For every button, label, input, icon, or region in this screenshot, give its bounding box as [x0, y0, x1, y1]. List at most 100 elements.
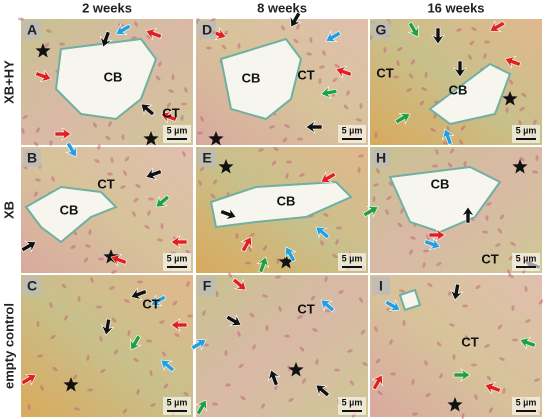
- arrow-marker: [320, 85, 338, 100]
- cell: [521, 92, 527, 98]
- cell: [510, 242, 516, 246]
- cell: [297, 315, 303, 319]
- cell: [271, 160, 277, 166]
- panel-letter: B: [27, 150, 37, 166]
- cell: [383, 47, 387, 53]
- cavity: [24, 185, 118, 244]
- cell: [124, 299, 130, 303]
- scale-label: 5 µm: [516, 125, 537, 135]
- cell: [174, 333, 180, 337]
- cell: [483, 53, 487, 59]
- cell: [199, 166, 205, 172]
- panel-letter: C: [27, 278, 37, 294]
- cell: [336, 226, 342, 230]
- arrow-marker: [325, 30, 342, 43]
- cell: [265, 325, 269, 331]
- cell: [147, 210, 151, 216]
- cell: [161, 351, 167, 357]
- cell: [22, 114, 28, 120]
- arrow-marker: [519, 336, 537, 350]
- arrow-marker: [145, 27, 163, 41]
- cell: [499, 214, 505, 220]
- arrow-marker: [489, 20, 506, 33]
- panel: A CB CT 5 µm: [18, 17, 193, 147]
- cell: [410, 59, 416, 65]
- arrow-marker: [453, 60, 467, 78]
- cell: [484, 344, 490, 348]
- cell: [356, 118, 362, 122]
- region-label: CB: [449, 82, 468, 97]
- cell: [124, 156, 130, 162]
- cell: [223, 30, 229, 36]
- scale-label: 5 µm: [516, 397, 537, 407]
- cell: [18, 17, 24, 21]
- micrograph: [196, 275, 368, 417]
- cell: [110, 157, 114, 163]
- cell: [237, 43, 241, 49]
- cell: [74, 407, 80, 411]
- arrow-marker: [504, 55, 522, 69]
- region-label: CB: [242, 70, 261, 85]
- cell: [35, 178, 41, 182]
- cell: [107, 172, 113, 176]
- cell: [97, 144, 101, 150]
- cell: [160, 223, 164, 229]
- letter-box: [198, 21, 216, 39]
- cell: [388, 181, 394, 187]
- region-label: CB: [431, 176, 450, 191]
- cell: [432, 164, 438, 168]
- star-marker: [143, 131, 159, 146]
- cell: [306, 52, 312, 56]
- cell: [372, 196, 376, 202]
- cell: [482, 230, 488, 234]
- arrow-marker: [394, 112, 411, 125]
- letter-box: [372, 149, 390, 167]
- cell: [386, 307, 392, 313]
- cell: [373, 183, 379, 187]
- cell: [375, 358, 381, 364]
- cell: [127, 330, 131, 336]
- cell: [136, 389, 140, 395]
- cell: [51, 176, 55, 182]
- cell: [135, 184, 141, 188]
- arrow-marker: [284, 246, 297, 263]
- cell: [458, 139, 464, 145]
- cell: [386, 195, 392, 201]
- panel: H CB CT 5 µm: [362, 147, 542, 275]
- panel-letter: E: [202, 150, 211, 166]
- cell: [424, 360, 428, 366]
- cell: [436, 341, 442, 347]
- cell: [332, 77, 338, 83]
- cell: [424, 72, 428, 78]
- cell: [224, 350, 228, 356]
- cell: [172, 300, 178, 306]
- micrograph: [21, 275, 193, 417]
- cell: [497, 228, 503, 234]
- cavity: [209, 180, 353, 229]
- cell: [83, 257, 89, 263]
- panel-letter: H: [376, 150, 386, 166]
- cell: [96, 305, 102, 309]
- cell: [148, 197, 154, 201]
- cell: [252, 344, 256, 350]
- cell: [460, 125, 466, 131]
- letter-box: [198, 149, 216, 167]
- cell: [319, 65, 325, 69]
- cell: [509, 79, 513, 85]
- cell: [465, 335, 469, 341]
- cell: [474, 394, 478, 400]
- cell: [488, 407, 494, 413]
- cell: [59, 42, 65, 46]
- region-label: CT: [461, 334, 478, 349]
- arrow-marker: [320, 299, 335, 313]
- star-marker: [35, 43, 51, 58]
- cell: [335, 239, 339, 245]
- region-label: CB: [104, 69, 123, 84]
- panel-letter: G: [376, 22, 387, 38]
- cell: [273, 147, 279, 151]
- cell: [471, 27, 477, 31]
- cell: [144, 224, 150, 230]
- cell: [134, 21, 138, 27]
- cell: [213, 179, 217, 185]
- cell: [423, 249, 429, 253]
